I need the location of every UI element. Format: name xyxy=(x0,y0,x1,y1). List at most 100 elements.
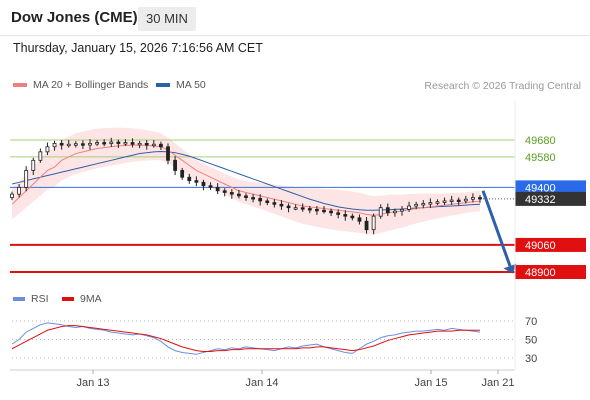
rsi-level-label-30: 30 xyxy=(525,353,537,365)
level-label-49580: 49580 xyxy=(525,152,556,164)
candle-body xyxy=(371,215,376,231)
last-price-badge xyxy=(515,191,586,206)
candle-body xyxy=(73,143,78,146)
candle-body xyxy=(215,186,220,192)
candle-body xyxy=(272,202,277,205)
candle-body xyxy=(364,220,369,231)
candle-body xyxy=(258,197,263,202)
forecast-arrow xyxy=(481,190,512,267)
rsi-line xyxy=(11,322,481,355)
candle-body xyxy=(442,200,447,203)
legend-rsi: RSI xyxy=(13,293,49,305)
candle-body xyxy=(130,142,135,145)
candle-body xyxy=(435,201,440,204)
candle-body xyxy=(456,199,461,202)
rsi-level-label-50: 50 xyxy=(525,335,537,347)
candle-body xyxy=(336,212,341,215)
candle-body xyxy=(81,143,85,146)
x-tick-label-jan-21: Jan 21 xyxy=(481,377,514,389)
candle-body xyxy=(322,209,326,213)
candle-body xyxy=(421,203,426,206)
candle-body xyxy=(251,197,255,200)
candle-body xyxy=(95,142,99,145)
instrument-title: Dow Jones (CME) xyxy=(11,9,138,26)
candle-body xyxy=(293,207,298,210)
candle-body xyxy=(151,143,156,147)
candle-body xyxy=(478,197,482,200)
candle-body xyxy=(237,193,241,197)
candle-body xyxy=(166,146,170,161)
candle-body xyxy=(357,217,362,222)
candle-body xyxy=(52,142,57,148)
candle-body xyxy=(31,159,36,171)
candle-body xyxy=(329,210,333,214)
candle-body xyxy=(102,142,107,145)
candle-body xyxy=(222,190,227,193)
level-label-49400: 49400 xyxy=(525,182,556,194)
candle-body xyxy=(378,207,383,217)
level-label-49680: 49680 xyxy=(525,135,556,147)
candle-body xyxy=(471,197,475,200)
candle-body xyxy=(137,142,142,146)
x-tick-label-jan-13: Jan 13 xyxy=(76,377,109,389)
ma20-label: MA 20 + Bollinger Bands xyxy=(33,79,149,91)
candle-body xyxy=(88,142,92,146)
rsi-ma-swatch xyxy=(62,297,74,301)
candle-body xyxy=(393,210,397,214)
timestamp: Thursday, January 15, 2026 7:16:56 AM CE… xyxy=(13,41,263,55)
legend-rsi-ma: 9MA xyxy=(62,293,102,305)
timeframe-badge[interactable]: 30 MIN xyxy=(138,7,196,31)
candle-body xyxy=(24,170,29,188)
candle-body xyxy=(343,214,348,217)
x-tick-label-jan-15: Jan 15 xyxy=(414,377,447,389)
candle-body xyxy=(116,141,121,144)
candle-body xyxy=(66,143,71,147)
rsi-label: RSI xyxy=(31,293,49,305)
candle-body xyxy=(109,141,114,144)
candle-body xyxy=(208,185,213,188)
legend-ma50: MA 50 xyxy=(156,79,206,91)
ma50-label: MA 50 xyxy=(176,79,206,91)
level-badge-49060 xyxy=(515,237,586,252)
level-badge-49400 xyxy=(515,180,586,195)
candle-body xyxy=(17,186,21,195)
candle-body xyxy=(173,159,177,171)
last-price-label: 49332 xyxy=(525,194,556,206)
candle-body xyxy=(350,215,355,219)
level-label-48900: 48900 xyxy=(525,267,556,279)
candle-body xyxy=(123,142,128,145)
candle-body xyxy=(38,151,43,161)
candle-body xyxy=(428,202,433,205)
level-label-49060: 49060 xyxy=(525,240,556,252)
candle-body xyxy=(307,208,312,211)
candle-body xyxy=(279,203,284,207)
rsi-level-label-70: 70 xyxy=(525,316,537,328)
candle-body xyxy=(194,180,199,183)
x-tick-label-jan-14: Jan 14 xyxy=(245,377,278,389)
candle-body xyxy=(463,198,468,202)
chart-header: Dow Jones (CME) 30 MIN xyxy=(0,0,590,36)
candle-body xyxy=(144,142,149,146)
forecast-arrow-head xyxy=(503,263,517,274)
candle-body xyxy=(10,193,14,198)
candle-body xyxy=(180,170,185,178)
legend-ma20: MA 20 + Bollinger Bands xyxy=(13,79,148,91)
candle-body xyxy=(59,142,64,146)
candle-body xyxy=(159,143,163,148)
rsi-ma-label: 9MA xyxy=(80,293,102,305)
ma50-swatch xyxy=(156,83,170,87)
candle-body xyxy=(201,181,206,187)
candle-body xyxy=(407,205,411,210)
candle-body xyxy=(449,199,454,202)
candle-body xyxy=(315,208,319,212)
candle-body xyxy=(45,146,50,153)
research-credit: Research © 2026 Trading Central xyxy=(424,80,581,92)
candle-body xyxy=(187,176,192,182)
level-badge-48900 xyxy=(515,265,586,279)
candle-body xyxy=(400,208,404,212)
ma20-swatch xyxy=(13,83,27,87)
rsi-ma-line xyxy=(11,325,480,353)
candle-body xyxy=(286,205,291,209)
candle-body xyxy=(244,195,248,198)
